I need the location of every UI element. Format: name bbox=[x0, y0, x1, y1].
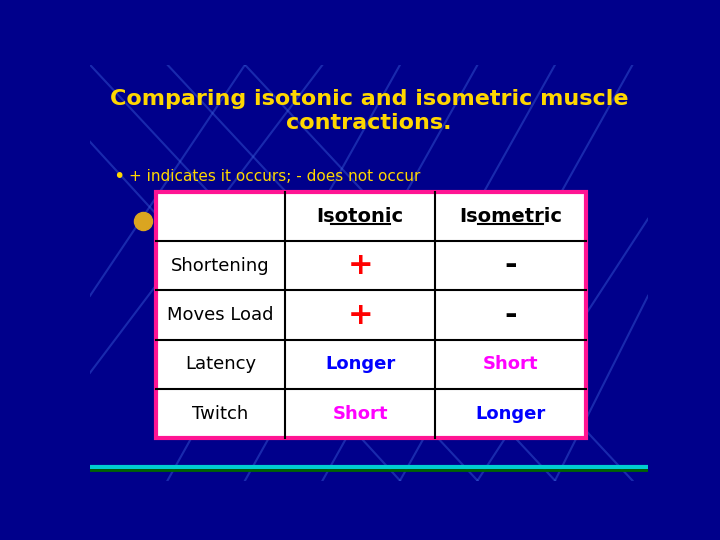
Text: Short: Short bbox=[483, 355, 539, 373]
Text: Longer: Longer bbox=[476, 404, 546, 423]
Text: Twitch: Twitch bbox=[192, 404, 248, 423]
Text: -: - bbox=[505, 301, 517, 329]
Text: Longer: Longer bbox=[325, 355, 395, 373]
Text: Isotonic: Isotonic bbox=[317, 207, 404, 226]
Text: -: - bbox=[505, 251, 517, 280]
Text: Comparing isotonic and isometric muscle
contractions.: Comparing isotonic and isometric muscle … bbox=[109, 90, 629, 133]
Text: Shortening: Shortening bbox=[171, 256, 270, 275]
Text: Moves Load: Moves Load bbox=[167, 306, 274, 324]
Text: + indicates it occurs; - does not occur: + indicates it occurs; - does not occur bbox=[129, 169, 420, 184]
Text: •: • bbox=[113, 167, 125, 186]
FancyBboxPatch shape bbox=[156, 192, 586, 438]
Text: +: + bbox=[347, 301, 373, 329]
Text: Short: Short bbox=[333, 404, 388, 423]
Text: +: + bbox=[347, 251, 373, 280]
Text: Isometric: Isometric bbox=[459, 207, 562, 226]
Text: Latency: Latency bbox=[185, 355, 256, 373]
